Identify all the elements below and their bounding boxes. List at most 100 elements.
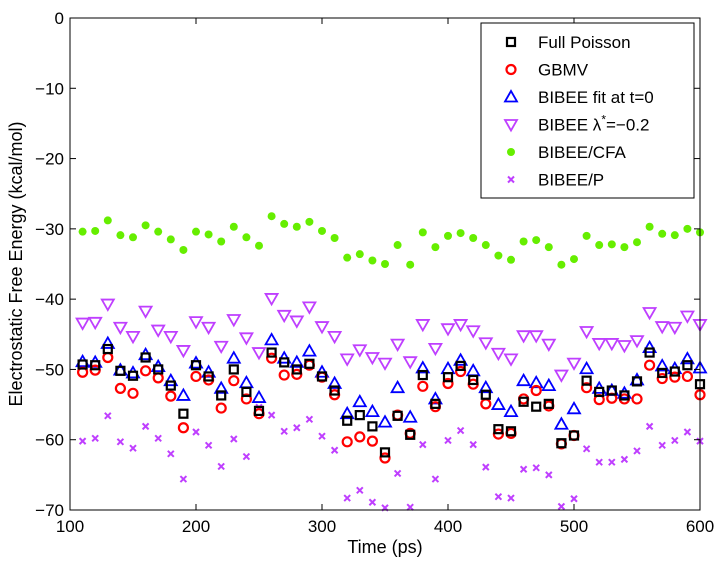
data-point <box>682 360 693 371</box>
data-point <box>392 410 403 421</box>
data-point <box>519 465 528 473</box>
data-point <box>545 471 553 479</box>
data-point <box>366 435 378 447</box>
data-point <box>532 236 541 245</box>
data-point <box>179 475 188 483</box>
x-marker-stroke <box>217 462 225 471</box>
x-marker-stroke <box>482 463 490 471</box>
series-bibee-0-2 <box>75 293 708 383</box>
x-marker-stroke <box>431 475 440 483</box>
x-marker-stroke <box>78 437 87 445</box>
x-marker-stroke <box>318 432 326 440</box>
data-point <box>213 340 229 355</box>
data-point <box>494 492 503 501</box>
data-point <box>580 382 593 394</box>
data-point <box>127 370 139 381</box>
data-point <box>192 227 200 236</box>
data-point <box>341 436 353 448</box>
x-marker-stroke <box>519 465 528 473</box>
data-point <box>442 377 454 390</box>
y-tick-label: −10 <box>35 79 64 98</box>
data-point <box>115 365 126 376</box>
data-point <box>240 393 252 405</box>
data-point <box>267 212 276 221</box>
data-point <box>417 380 429 392</box>
data-point <box>379 447 391 458</box>
data-point <box>393 241 402 250</box>
data-point <box>140 365 152 377</box>
data-point <box>304 358 315 369</box>
data-point <box>330 446 339 454</box>
data-point <box>379 452 391 464</box>
data-point <box>179 245 188 254</box>
data-point <box>318 432 326 440</box>
data-point <box>406 503 414 511</box>
data-point <box>293 424 301 432</box>
legend-label: BIBEE/P <box>538 171 604 190</box>
data-point <box>251 347 267 361</box>
legend-label: GBMV <box>538 61 589 80</box>
data-point <box>339 353 355 367</box>
data-point <box>87 316 103 331</box>
data-point <box>343 253 352 262</box>
data-point <box>77 359 88 370</box>
data-point <box>138 305 154 319</box>
legend-marker <box>503 119 519 133</box>
data-point <box>553 369 569 383</box>
x-marker-stroke <box>116 438 125 446</box>
data-point <box>430 398 441 409</box>
data-point <box>78 437 87 445</box>
x-marker-stroke <box>368 498 377 506</box>
data-point <box>654 358 670 372</box>
data-point <box>516 372 532 387</box>
data-point <box>490 347 506 362</box>
data-point <box>141 422 150 431</box>
data-point <box>530 384 542 397</box>
data-point <box>192 428 200 436</box>
data-point <box>216 390 227 401</box>
data-point <box>75 317 91 331</box>
x-marker-stroke <box>393 469 402 478</box>
data-point <box>557 502 566 511</box>
data-point <box>528 330 544 344</box>
data-point <box>519 237 528 246</box>
x-marker-stroke <box>620 455 629 464</box>
data-point <box>417 369 428 381</box>
legend-marker <box>507 175 515 184</box>
data-point <box>431 475 440 483</box>
data-point <box>568 430 580 441</box>
data-point <box>455 365 467 378</box>
data-point <box>669 371 681 383</box>
data-point <box>377 357 393 371</box>
legend-marker <box>503 89 519 103</box>
data-point <box>291 364 302 375</box>
x-marker-stroke <box>91 434 99 443</box>
data-point <box>267 411 276 419</box>
data-point <box>102 343 113 355</box>
legend-box <box>480 22 695 199</box>
x-marker-stroke <box>582 445 591 453</box>
legend: Full Poisson GBMV BIBEE fit at t=0 BIBEE λ*… <box>480 22 695 199</box>
data-point <box>645 222 654 231</box>
data-point <box>289 315 305 329</box>
y-tick-label: −20 <box>35 150 64 169</box>
data-point <box>352 344 368 358</box>
data-point <box>368 498 377 506</box>
data-point <box>620 243 629 252</box>
data-point <box>230 435 238 443</box>
data-point <box>127 387 139 399</box>
x-marker-stroke <box>658 441 666 450</box>
x-marker-stroke <box>343 494 351 502</box>
data-point <box>318 226 326 235</box>
data-point <box>494 251 503 260</box>
data-point <box>581 375 592 386</box>
data-point <box>100 298 116 312</box>
data-point <box>140 352 151 363</box>
x-marker-stroke <box>570 495 578 503</box>
x-marker-stroke <box>494 492 503 501</box>
data-point <box>190 360 202 371</box>
data-point <box>465 325 481 339</box>
data-point <box>503 353 519 367</box>
data-point <box>468 374 479 386</box>
data-point <box>280 427 288 435</box>
